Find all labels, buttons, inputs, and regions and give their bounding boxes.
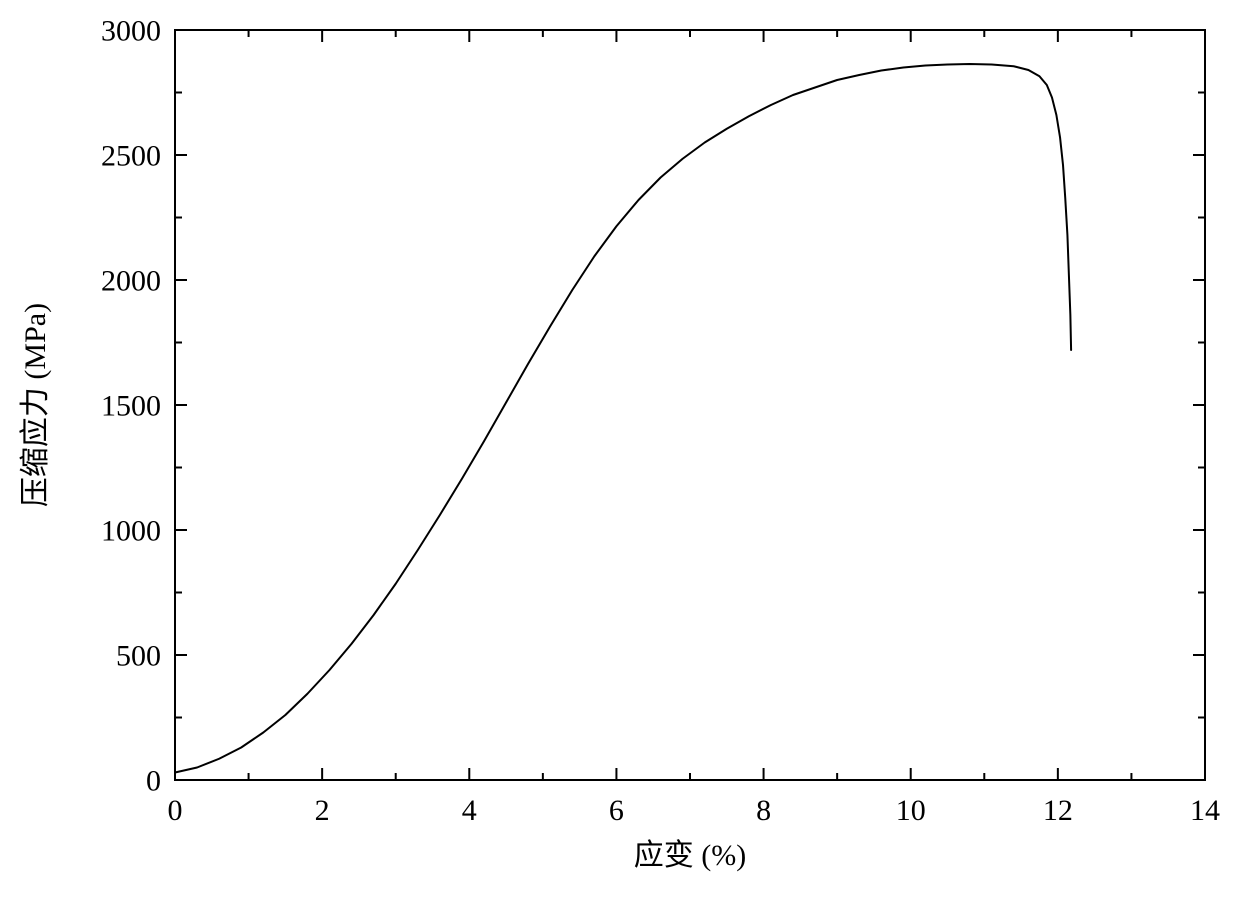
chart-svg: 0 2 4 6 8 10 12 14 0 500 1000 1500 2000 2500 3000 应变 (%… — [0, 0, 1240, 902]
y-axis-label: 压缩应力 (MPa) — [19, 303, 52, 507]
x-tick-label: 2 — [315, 794, 330, 827]
x-tick-label: 4 — [462, 794, 477, 827]
stress-strain-chart: 0 2 4 6 8 10 12 14 0 500 1000 1500 2000 2500 3000 应变 (%… — [0, 0, 1240, 902]
x-tick-label: 10 — [896, 794, 926, 827]
y-tick-label: 0 — [146, 765, 161, 798]
y-tick-label: 2000 — [101, 265, 161, 298]
x-axis-label: 应变 (%) — [634, 839, 746, 872]
x-tick-label: 6 — [609, 794, 624, 827]
x-tick-label: 8 — [756, 794, 771, 827]
x-tick-label: 14 — [1190, 794, 1220, 827]
x-tick-label: 0 — [168, 794, 183, 827]
x-tick-label: 12 — [1043, 794, 1073, 827]
chart-background — [0, 0, 1240, 902]
y-tick-label: 3000 — [101, 15, 161, 48]
y-tick-label: 1000 — [101, 515, 161, 548]
y-tick-label: 500 — [116, 640, 161, 673]
y-tick-label: 2500 — [101, 140, 161, 173]
y-tick-label: 1500 — [101, 390, 161, 423]
